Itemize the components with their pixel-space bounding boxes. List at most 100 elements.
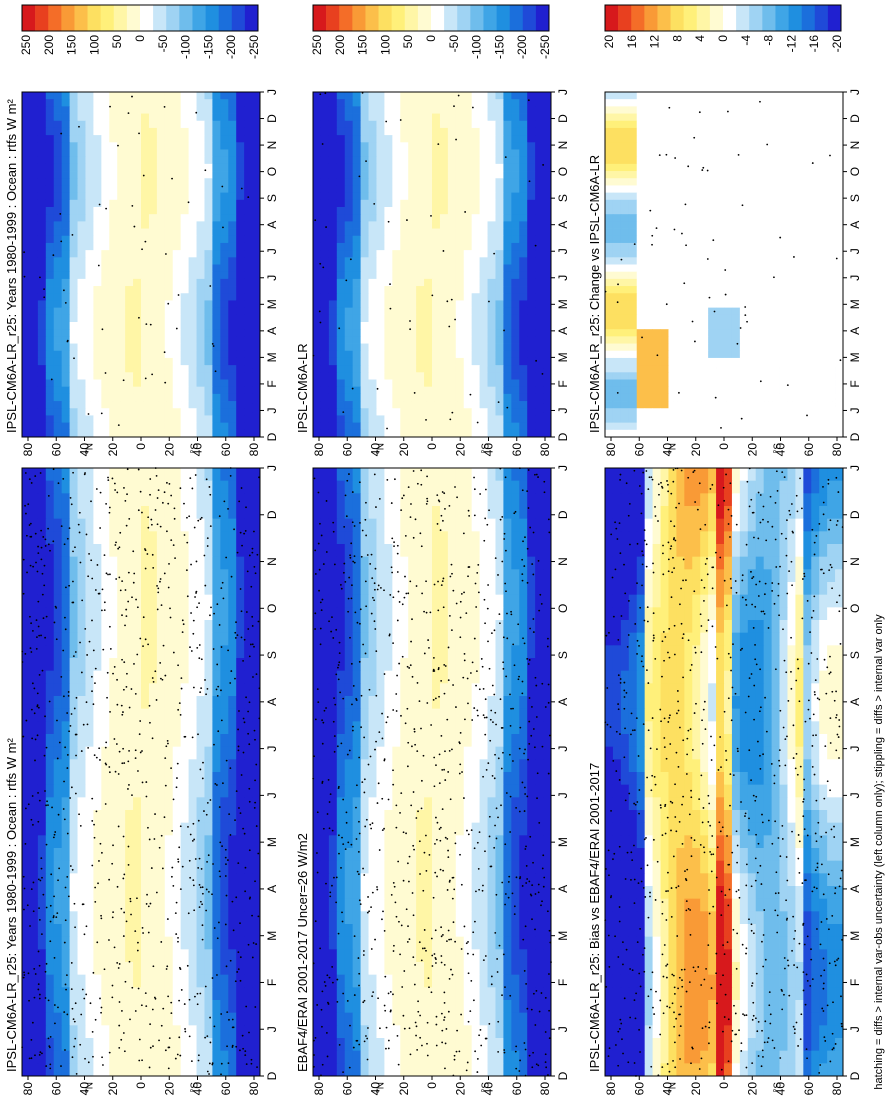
heat-cell [321,595,329,608]
stipple-dot [98,747,100,749]
month-tick-label: M [265,931,279,941]
heat-cell [70,272,78,280]
heat-cell [46,229,54,237]
heat-cell [109,886,117,899]
heat-cell [46,873,54,886]
heat-cell [117,797,125,810]
heat-cell [220,569,228,582]
heat-cell [252,300,260,308]
heat-cell [93,351,101,359]
heat-cell [85,1013,93,1026]
heat-cell [125,157,133,165]
stipple-dot [102,649,104,651]
heat-cell [133,387,141,395]
heat-cell [149,835,157,848]
heat-cell [220,265,228,273]
heat-cell [220,557,228,570]
heat-cell [212,797,220,810]
heat-cell [228,401,236,409]
heat-cell [197,709,205,722]
heat-cell [109,257,117,265]
heat-cell [244,873,252,886]
heat-cell [101,607,109,620]
heat-cell [361,582,369,595]
heat-cell [543,785,551,798]
heat-cell [189,380,197,388]
heat-cell [109,848,117,861]
heat-cell [157,272,165,280]
heat-cell [101,772,109,785]
heat-cell [30,924,38,937]
heat-cell [133,823,141,836]
heat-cell [133,671,141,684]
heat-cell [204,293,212,301]
heat-cell [384,823,392,836]
heat-cell [212,772,220,785]
stipple-dot [71,503,73,505]
heat-cell [197,924,205,937]
heat-cell [70,785,78,798]
heat-cell [109,607,117,620]
heat-cell [384,506,392,519]
heat-cell [212,401,220,409]
heat-cell [236,493,244,506]
heat-cell [109,279,117,287]
heat-cell [173,861,181,874]
heat-cell [125,1063,133,1076]
stipple-dot [37,601,39,603]
heat-cell [244,164,252,172]
heat-cell [313,506,321,519]
heat-cell [38,336,46,344]
heat-cell [220,848,228,861]
stipple-dot [247,628,249,630]
heat-cell [197,387,205,395]
heat-cell [369,835,377,848]
heat-cell [22,293,30,301]
stipple-dot [127,788,129,790]
heat-cell [197,394,205,402]
heat-cell [345,595,353,608]
heat-cell [189,962,197,975]
heat-cell [101,785,109,798]
heat-cell [165,272,173,280]
stipple-dot [164,382,166,384]
heat-cell [400,734,408,747]
stipple-dot [39,994,41,996]
stipple-dot [141,1004,143,1006]
heat-cell [197,696,205,709]
heat-cell [337,709,345,722]
heat-cell [408,569,416,582]
heat-cell [165,221,173,229]
heat-cell [204,607,212,620]
stipple-dot [141,512,143,514]
heat-cell [480,772,488,785]
heat-cell [22,243,30,251]
heat-cell [503,747,511,760]
heat-cell [70,394,78,402]
heat-cell [62,114,70,122]
heat-cell [212,962,220,975]
heat-cell [22,236,30,244]
heat-cell [416,709,424,722]
stipple-dot [207,545,209,547]
stipple-dot [104,554,106,556]
stipple-dot [240,588,242,590]
heat-cell [212,344,220,352]
heat-cell [181,265,189,273]
heat-cell [220,121,228,129]
heat-cell [244,721,252,734]
heat-cell [212,200,220,208]
heat-cell [101,365,109,373]
heat-cell [181,106,189,114]
heat-cell [133,595,141,608]
heat-cell [329,785,337,798]
heat-cell [416,595,424,608]
stipple-dot [100,915,102,917]
heat-cell [519,848,527,861]
heat-cell [416,861,424,874]
heat-cell [62,300,70,308]
stipple-dot [121,614,123,616]
stipple-dot [198,1054,200,1056]
heat-cell [149,99,157,107]
heat-cell [46,150,54,158]
